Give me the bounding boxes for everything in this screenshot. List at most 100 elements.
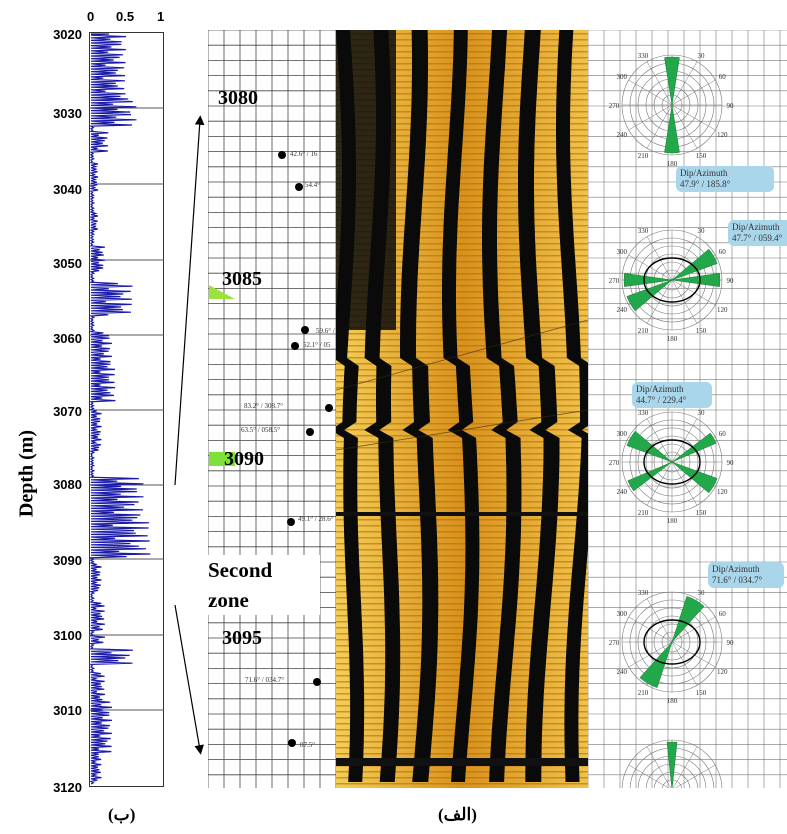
y-tick: 3020 (53, 27, 82, 42)
dip-dot (306, 428, 314, 436)
stereonet-label: 270 (609, 102, 620, 110)
dip-label: 87.5° (300, 741, 316, 749)
stereonet-label: 270 (609, 639, 620, 647)
left-grid (208, 30, 336, 788)
stereonet-label: 90 (727, 639, 735, 647)
rose-petal (626, 430, 673, 463)
dip-azimuth-bubble: Dip/Azimuth 71.6° / 034.7° (708, 562, 784, 588)
y-tick: 3010 (53, 703, 82, 718)
rose-petal (671, 248, 718, 281)
stereonet-label: 240 (617, 131, 628, 139)
stereonet-label: 330 (638, 589, 649, 597)
stereonet-label: 90 (727, 277, 735, 285)
stereonet-label: 120 (717, 306, 728, 314)
bubble-value: 47.9° / 185.8° (680, 179, 731, 189)
rose-petal (664, 104, 680, 154)
stereonet-label: 210 (638, 509, 649, 517)
dip-dot (278, 151, 286, 159)
image-log-stripe (400, 30, 439, 782)
stereonet-label: 270 (609, 459, 620, 467)
dip-label: 49.1° / 28.6° (298, 515, 334, 523)
y-tick: 3120 (53, 780, 82, 795)
dip-dot (301, 326, 309, 334)
stereonet-label: 150 (696, 327, 707, 335)
green-marker (209, 285, 235, 299)
panel-a: 3080 3085 3090 3095 Second zone 42.6° / … (174, 0, 787, 834)
dip-dot (295, 183, 303, 191)
stereonet-label: 150 (696, 509, 707, 517)
stereonet-label: 300 (617, 73, 628, 81)
image-log (336, 30, 588, 788)
stereonet-label: 90 (727, 102, 735, 110)
y-tick: 3090 (53, 553, 82, 568)
stereonet-label: 150 (696, 152, 707, 160)
dip-label: 71.6° / 034.7° (245, 676, 285, 684)
stereonet-label: 60 (719, 73, 727, 81)
stereonet-label: 210 (638, 327, 649, 335)
dip-dot (288, 739, 296, 747)
y-tick: 3100 (53, 628, 82, 643)
dip-azimuth-bubble: Dip/Azimuth 44.7° / 229.4° (632, 382, 712, 408)
depth-label-3085: 3085 (222, 268, 262, 290)
x-tick-0: 0 (87, 9, 95, 24)
y-tick: 3060 (53, 331, 82, 346)
stereonet-label: 120 (717, 668, 728, 676)
caption-a: (الف) (438, 805, 477, 824)
dip-dot (325, 404, 333, 412)
depth-label-3080: 3080 (218, 87, 258, 109)
stereonet-label: 180 (667, 517, 678, 525)
stereonet-label: 90 (727, 459, 735, 467)
dip-dot (313, 678, 321, 686)
image-log-stripe (482, 30, 522, 782)
stereonet: 330 30 300 60 270 90 240 120 210 150 180 (609, 409, 734, 525)
stereonet-label: 330 (638, 52, 649, 60)
zone-label: Second zone (200, 555, 320, 615)
stereonet-label: 60 (719, 610, 727, 618)
stereonet-label: 30 (698, 409, 706, 417)
bubble-title: Dip/Azimuth (712, 564, 760, 574)
depth-curve-plot (89, 32, 164, 787)
stereonet-label: 240 (617, 668, 628, 676)
stereonet-label: 300 (617, 430, 628, 438)
dip-label: 63.5° / 058.5° (241, 426, 281, 434)
rose-petal (623, 273, 673, 287)
green-marker (209, 452, 235, 466)
y-tick: 3030 (53, 106, 82, 121)
connector-arrows (174, 115, 205, 755)
dip-label: 54.4° (305, 181, 321, 189)
rose-petal (666, 741, 678, 788)
dip-label: 83.2° / 308.7° (244, 402, 284, 410)
rose-petal (671, 273, 721, 287)
stereonet-label: 30 (698, 227, 706, 235)
bubble-value: 47.7° / 059.4° (732, 233, 783, 243)
rose-petal (671, 596, 705, 643)
stereonet-label: 180 (667, 697, 678, 705)
zone-label-line1: Second (208, 558, 273, 582)
y-tick: 3070 (53, 404, 82, 419)
stereonet-label: 30 (698, 589, 706, 597)
stereonet-label: 300 (617, 248, 628, 256)
stereonet-label: 180 (667, 160, 678, 168)
y-tick: 3080 (53, 477, 82, 492)
stereonet-label: 210 (638, 689, 649, 697)
stereonet-label: 120 (717, 131, 728, 139)
stereonet-track: 330 30 300 60 270 90 240 120 210 150 180 330 30 300 60… (588, 30, 787, 788)
rose-petal (664, 56, 680, 106)
stereonet-label: 60 (719, 430, 727, 438)
zone-label-line2: zone (208, 588, 249, 612)
stereonet: 330 30 300 60 270 90 240 120 210 150 180 (609, 227, 734, 343)
y-tick: 3050 (53, 256, 82, 271)
rose-petal (671, 461, 718, 494)
x-tick-0.5: 0.5 (116, 9, 135, 24)
y-axis-label: Depth (m) (15, 429, 38, 518)
bubble-value: 71.6° / 034.7° (712, 575, 763, 585)
stereonet-label: 330 (638, 227, 649, 235)
panel-b: 0 0.5 1 3020 3030 3040 3050 3060 3070 30… (0, 0, 190, 834)
stereonet: 330 30 300 60 270 90 240 120 210 150 180 (609, 52, 734, 168)
rose-petal (639, 641, 673, 688)
stereonet-label: 240 (617, 488, 628, 496)
stereonet-label: 120 (717, 488, 728, 496)
depth-label-3090: 3090 (224, 448, 264, 470)
dip-dot (291, 342, 299, 350)
y-tick: 3040 (53, 182, 82, 197)
